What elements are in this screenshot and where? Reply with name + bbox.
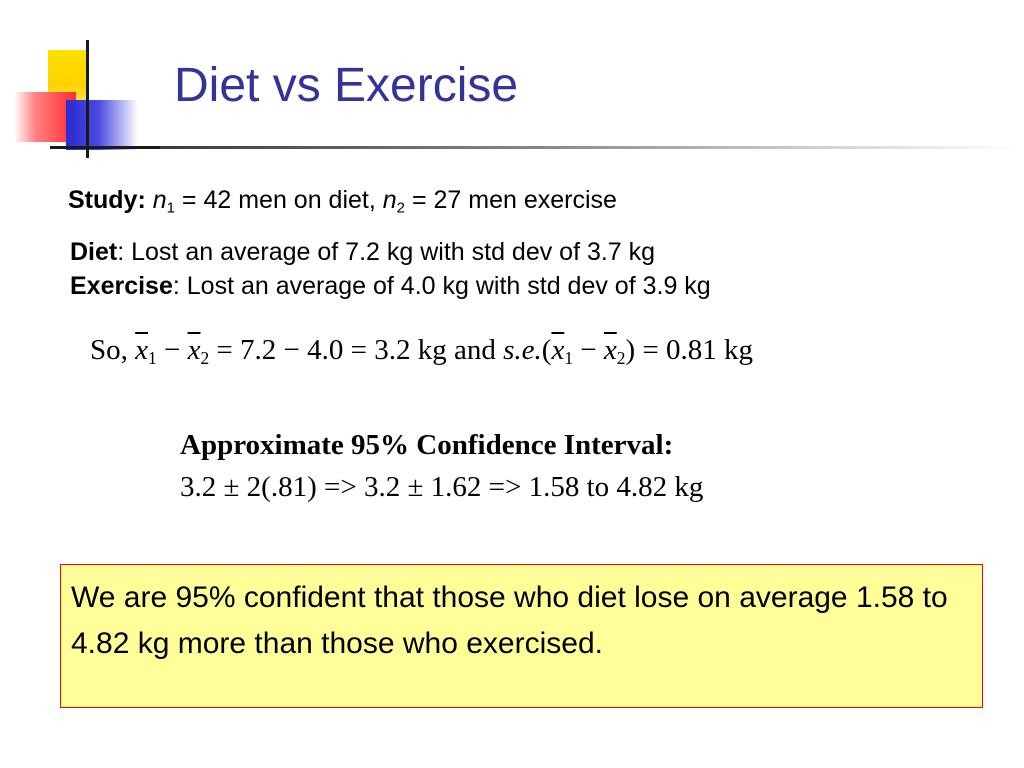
se-open-paren: ( xyxy=(541,334,552,366)
logo-vertical-line xyxy=(86,40,89,158)
formula-so: So, xyxy=(90,334,136,366)
n2-subscript: 2 xyxy=(396,199,406,217)
conclusion-text: We are 95% confident that those who diet… xyxy=(71,581,948,660)
xbar1-subscript: 1 xyxy=(148,348,157,369)
exercise-label: Exercise xyxy=(70,272,173,300)
formula-minus-2: − xyxy=(573,334,604,366)
diet-text: : Lost an average of 7.2 kg with std dev… xyxy=(117,238,656,266)
ci-title: Approximate 95% Confidence Interval: xyxy=(180,429,674,461)
se-result: = 0.81 kg xyxy=(635,334,753,366)
diet-line: Diet: Lost an average of 7.2 kg with std… xyxy=(70,238,655,267)
xbar2-variable: x xyxy=(187,334,201,366)
confidence-interval-block: Approximate 95% Confidence Interval: 3.2… xyxy=(180,424,703,508)
se-xbar1-variable: x xyxy=(551,334,565,366)
n1-subscript: 1 xyxy=(166,199,175,217)
exercise-line: Exercise: Lost an average of 4.0 kg with… xyxy=(70,272,711,301)
ci-calculation: 3.2 ± 2(.81) => 3.2 ± 1.62 => 1.58 to 4.… xyxy=(180,471,704,503)
conclusion-box: We are 95% confident that those who diet… xyxy=(60,564,983,708)
n1-variable: n xyxy=(152,186,167,214)
se-xbar2-subscript: 2 xyxy=(616,348,626,369)
slide-logo xyxy=(0,0,160,165)
logo-blue-square xyxy=(66,100,138,150)
difference-formula: So, x1 − x2 = 7.2 − 4.0 = 3.2 kg and s.e… xyxy=(90,334,753,369)
n2-variable: n xyxy=(382,186,397,214)
xbar2-subscript: 2 xyxy=(200,348,210,369)
se-close-paren: ) xyxy=(625,334,636,366)
title-underline xyxy=(160,146,1024,149)
formula-result: = 7.2 − 4.0 = 3.2 kg and xyxy=(209,334,504,366)
n2-text: = 27 men exercise xyxy=(405,186,617,214)
se-xbar1-subscript: 1 xyxy=(564,348,574,369)
formula-minus-1: − xyxy=(156,334,188,366)
study-label: Study: xyxy=(68,186,146,214)
exercise-text: : Lost an average of 4.0 kg with std dev… xyxy=(172,272,711,300)
logo-red-square xyxy=(14,92,76,142)
slide-title: Diet vs Exercise xyxy=(174,59,519,112)
study-line: Study: n1 = 42 men on diet, n2 = 27 men … xyxy=(68,186,617,217)
se-label: s.e. xyxy=(503,334,542,366)
n1-text: = 42 men on diet, xyxy=(174,186,383,214)
logo-horizontal-line xyxy=(50,146,160,149)
se-xbar2-variable: x xyxy=(603,334,617,366)
diet-label: Diet xyxy=(70,238,118,266)
xbar1-variable: x xyxy=(135,334,149,366)
